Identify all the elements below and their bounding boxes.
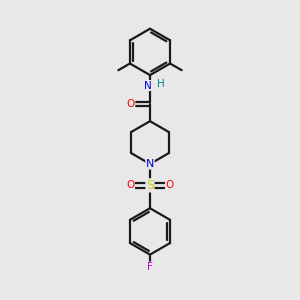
Text: S: S bbox=[146, 179, 154, 192]
Text: N: N bbox=[144, 80, 152, 91]
Text: O: O bbox=[166, 180, 174, 190]
Text: O: O bbox=[127, 99, 135, 109]
Text: F: F bbox=[147, 262, 153, 272]
Text: O: O bbox=[126, 180, 134, 190]
Text: H: H bbox=[158, 79, 165, 89]
Text: N: N bbox=[146, 159, 154, 169]
